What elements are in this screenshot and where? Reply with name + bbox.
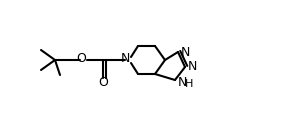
Text: N: N <box>120 53 130 65</box>
Text: O: O <box>98 76 108 88</box>
Text: N: N <box>178 76 187 88</box>
Text: O: O <box>76 53 86 65</box>
Text: N: N <box>181 46 190 58</box>
Text: N: N <box>188 60 197 74</box>
Text: H: H <box>185 79 193 89</box>
